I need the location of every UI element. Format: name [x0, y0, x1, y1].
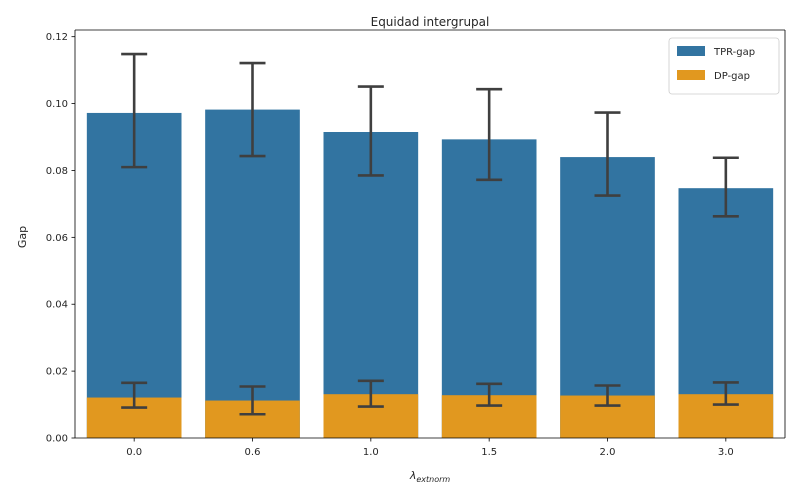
y-tick-label: 0.06: [46, 233, 68, 244]
legend-label-dp-gap: DP-gap: [714, 71, 750, 82]
x-axis-label-symbol: λ: [409, 469, 417, 482]
legend-swatch-dp-gap: [677, 70, 705, 80]
y-ticks: 0.00 0.02 0.04 0.06 0.08 0.10 0.12: [46, 32, 75, 445]
error-bars-layer: [121, 52, 739, 416]
error-bar-tpr-gap-0.0: [121, 52, 148, 169]
legend-swatch-tpr-gap: [677, 46, 705, 56]
x-tick-label: 2.0: [600, 447, 616, 458]
x-tick-label: 1.0: [363, 447, 379, 458]
error-bar-tpr-gap-1.0: [357, 85, 384, 177]
y-axis-label: Gap: [16, 226, 29, 248]
y-tick-label: 0.10: [46, 99, 68, 110]
y-tick-label: 0.04: [46, 300, 68, 311]
error-bar-tpr-gap-0.6: [239, 61, 266, 158]
error-bar-dp-gap-1.5: [476, 382, 503, 407]
legend-label-tpr-gap: TPR-gap: [713, 47, 755, 58]
x-axis-label: λextnorm: [409, 469, 451, 484]
y-tick-label: 0.00: [46, 434, 68, 445]
error-bar-tpr-gap-2.0: [594, 111, 621, 197]
x-tick-label: 1.5: [481, 447, 497, 458]
x-axis-label-subscript: extnorm: [416, 475, 450, 484]
y-tick-label: 0.12: [46, 32, 68, 43]
error-bar-tpr-gap-1.5: [476, 87, 503, 182]
error-bar-dp-gap-0.6: [239, 385, 266, 416]
x-tick-label: 0.6: [245, 447, 261, 458]
x-tick-label: 3.0: [718, 447, 734, 458]
chart-title: Equidad intergrupal: [371, 15, 490, 29]
error-bar-tpr-gap-3.0: [712, 156, 739, 218]
error-bar-dp-gap-1.0: [357, 379, 384, 408]
error-bar-dp-gap-3.0: [712, 381, 739, 406]
x-ticks: 0.0 0.6 1.0 1.5 2.0 3.0: [126, 438, 734, 458]
y-tick-label: 0.02: [46, 367, 68, 378]
bars-layer: [86, 109, 774, 439]
y-tick-label: 0.08: [46, 166, 68, 177]
error-bar-dp-gap-2.0: [594, 384, 621, 407]
bar-tpr-gap-0.6: [205, 109, 300, 438]
x-tick-label: 0.0: [126, 447, 142, 458]
error-bar-dp-gap-0.0: [121, 381, 148, 409]
legend: TPR-gap DP-gap: [668, 37, 780, 95]
axes-layer: [74, 29, 786, 439]
